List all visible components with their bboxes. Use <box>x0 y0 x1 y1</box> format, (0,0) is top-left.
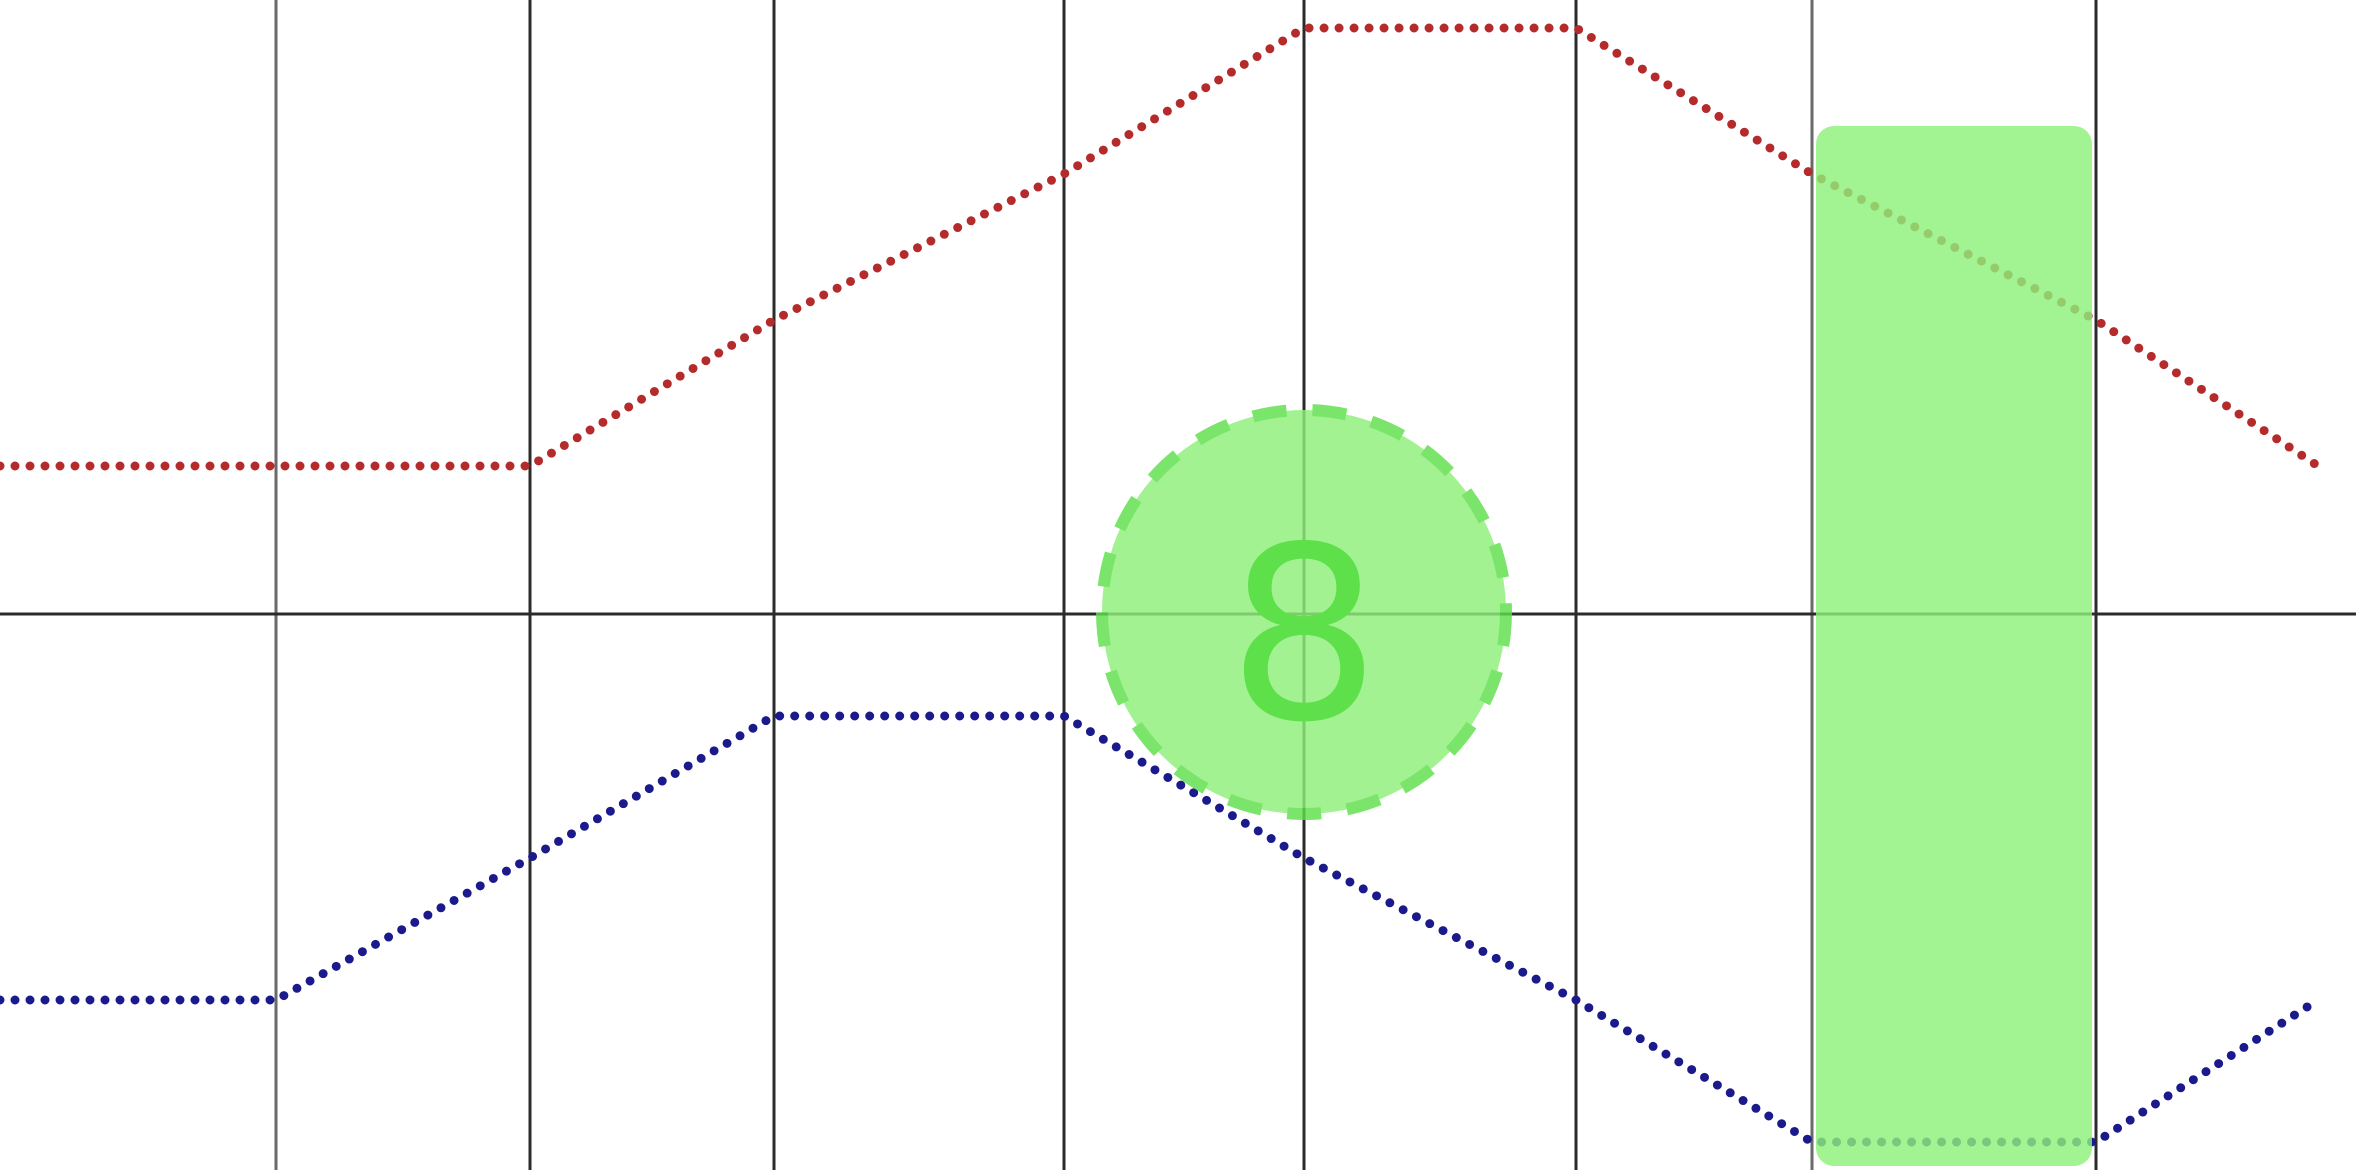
marker-circle <box>1096 404 1512 820</box>
highlight-column <box>1816 126 2092 1166</box>
marker-label: 8 <box>1228 495 1381 775</box>
overlay-layer <box>1096 126 2092 1166</box>
